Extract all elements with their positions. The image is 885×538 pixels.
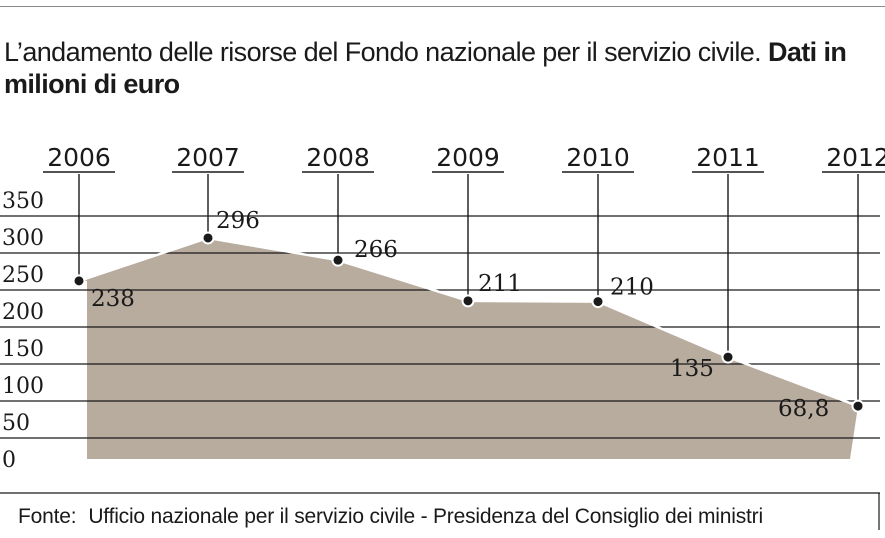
y-tick-label: 0 xyxy=(2,448,16,473)
data-point xyxy=(461,294,475,308)
data-point xyxy=(72,274,86,288)
chart-title-bold: Dati in milioni di euro xyxy=(4,37,847,99)
source-note: Fonte: Ufficio nazionale per il servizio … xyxy=(18,505,763,529)
x-tick-label: 2011 xyxy=(696,143,760,172)
y-tick-label: 250 xyxy=(2,263,44,288)
y-tick-label: 300 xyxy=(2,226,44,251)
y-tick-label: 50 xyxy=(2,411,30,436)
data-label: 211 xyxy=(478,271,522,297)
area-fill xyxy=(79,237,858,459)
data-label: 266 xyxy=(354,237,398,263)
source-text: Ufficio nazionale per il servizio civile… xyxy=(88,505,763,528)
data-label: 68,8 xyxy=(778,396,829,422)
chart-title: L’andamento delle risorse del Fondo nazi… xyxy=(4,36,884,100)
y-tick-label: 350 xyxy=(2,189,44,214)
top-rule xyxy=(0,6,885,7)
data-label: 296 xyxy=(216,208,260,234)
data-label: 238 xyxy=(91,286,135,312)
x-tick-label: 2009 xyxy=(436,143,500,172)
data-point xyxy=(201,231,215,245)
y-tick-label: 200 xyxy=(2,300,44,325)
data-label: 210 xyxy=(610,275,654,301)
markers xyxy=(72,231,865,413)
x-tick-label: 2010 xyxy=(566,143,630,172)
leader-lines xyxy=(43,171,885,407)
data-point xyxy=(331,253,345,267)
x-tick-label: 2012 xyxy=(826,143,885,172)
x-tick-label: 2006 xyxy=(47,143,111,172)
source-prefix: Fonte: xyxy=(18,505,77,528)
x-tick-label: 2007 xyxy=(176,143,240,172)
y-tick-label: 100 xyxy=(2,374,44,399)
data-label: 135 xyxy=(670,356,714,382)
grid-layer xyxy=(0,215,880,530)
y-tick-label: 150 xyxy=(2,337,44,362)
chart-title-regular: L’andamento delle risorse del Fondo nazi… xyxy=(4,37,762,67)
data-point xyxy=(851,399,865,413)
x-tick-label: 2008 xyxy=(306,143,370,172)
data-point xyxy=(721,350,735,364)
data-point xyxy=(591,295,605,309)
